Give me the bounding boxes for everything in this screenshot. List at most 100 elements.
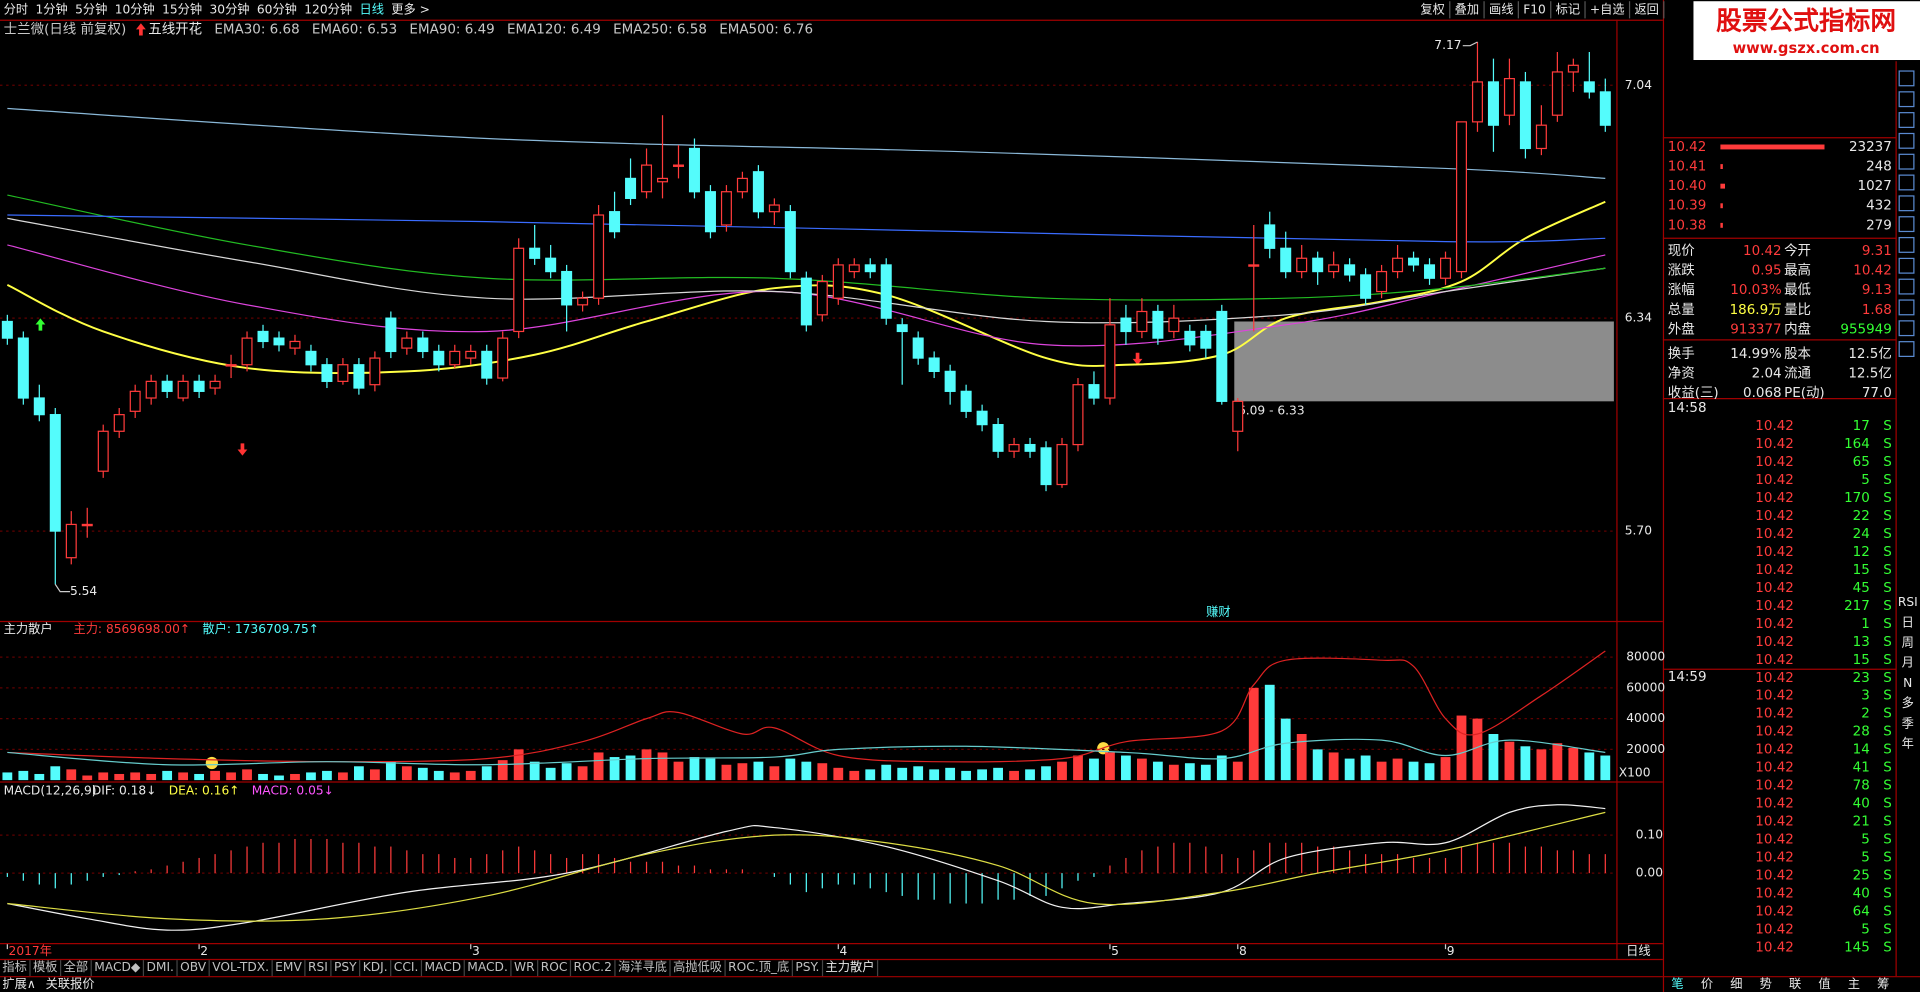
bottom-button[interactable]: 关联报价 <box>46 976 95 991</box>
sidebar-tab[interactable]: 笔 <box>1671 976 1683 991</box>
timeframe-tab[interactable]: 1分钟 <box>36 1 68 16</box>
timeframe-tab[interactable]: 30分钟 <box>210 1 250 16</box>
sidebar-tab[interactable]: 筹 <box>1877 977 1889 991</box>
tool-icon-label[interactable]: RSI <box>1898 595 1918 609</box>
indicator-tab[interactable]: 海洋寻底 <box>618 959 667 974</box>
indicator-tab[interactable]: OBV <box>180 960 207 974</box>
tick-price: 10.42 <box>1755 940 1794 956</box>
indicator-tab[interactable]: 指标 <box>2 959 26 974</box>
indicator-tab[interactable]: PSY. <box>795 960 819 974</box>
tool-icon-label[interactable]: 多 <box>1902 696 1914 710</box>
timeframe-tab[interactable]: 15分钟 <box>162 1 202 16</box>
quote-value: 12.5亿 <box>1848 346 1891 362</box>
tool-icon <box>1898 341 1915 357</box>
tick-volume: 45 <box>1853 580 1870 596</box>
tool-icon-label[interactable]: 日 <box>1902 615 1914 629</box>
tick-volume: 5 <box>1861 922 1870 938</box>
indicator-value: DEA: 0.16↑ <box>169 784 240 798</box>
timeframe-tab[interactable]: 分时 <box>4 2 28 16</box>
tick-volume: 21 <box>1853 814 1870 830</box>
candle-body <box>1248 264 1260 267</box>
toolbar-button[interactable]: 标记 <box>1556 2 1580 16</box>
indicator-tab[interactable]: 模板 <box>33 960 57 974</box>
flow-bar <box>1216 755 1227 781</box>
sidebar-tab[interactable]: 价 <box>1701 977 1713 991</box>
legend-item: EMA500: 6.76 <box>719 21 813 37</box>
indicator-tab[interactable]: 主力散户 <box>826 959 875 974</box>
timeframe-tab[interactable]: 10分钟 <box>115 1 155 16</box>
bottom-button[interactable]: 扩展∧ <box>2 977 35 991</box>
timeframe-tab[interactable]: 60分钟 <box>257 1 297 16</box>
candle-body <box>289 340 301 349</box>
candle-body <box>1455 121 1468 273</box>
flow-bar <box>929 769 940 781</box>
sidebar-tab[interactable]: 联 <box>1789 977 1801 991</box>
tick-side: S <box>1883 868 1892 884</box>
unit-label: X100 <box>1619 765 1651 779</box>
flow-bar <box>1504 741 1515 781</box>
tick-side: S <box>1883 562 1892 578</box>
tick-volume: 12 <box>1853 544 1870 560</box>
candle-body <box>97 430 109 472</box>
timeframe-tab[interactable]: 更多 > <box>391 2 430 16</box>
candle-body <box>17 337 29 399</box>
sidebar-tab[interactable]: 值 <box>1818 976 1830 991</box>
tick-price: 10.42 <box>1755 580 1794 596</box>
toolbar-button[interactable]: 画线 <box>1489 2 1513 16</box>
sidebar-tab[interactable]: 势 <box>1760 977 1772 991</box>
quote-label: 净资 <box>1668 366 1695 382</box>
indicator-tab[interactable]: WR <box>514 960 535 974</box>
flow-bar <box>817 763 828 781</box>
indicator-tab[interactable]: EMV <box>275 960 302 974</box>
candle-body <box>257 330 269 343</box>
indicator-tab[interactable]: MACD. <box>467 960 508 974</box>
bid-price: 10.39 <box>1668 198 1707 214</box>
timeframe-tab[interactable]: 日线 <box>359 2 383 16</box>
candle-body <box>768 204 780 213</box>
indicator-tab[interactable]: CCI. <box>394 960 419 974</box>
indicator-tab[interactable]: MACD <box>424 960 461 974</box>
tool-icon-label[interactable]: 季 <box>1902 716 1914 730</box>
toolbar-button[interactable]: +自选 <box>1590 2 1625 16</box>
tool-icon-label[interactable]: 周 <box>1902 635 1914 649</box>
indicator-tab[interactable]: KDJ. <box>363 960 388 974</box>
toolbar-button[interactable]: 复权 <box>1420 2 1444 16</box>
candle-body <box>1184 330 1196 346</box>
indicator-tab[interactable]: 高抛低吸 <box>673 959 722 974</box>
tool-icon-label[interactable]: N <box>1903 676 1912 690</box>
candle-body <box>1024 443 1036 452</box>
indicator-tab[interactable]: ROC.2 <box>574 960 612 974</box>
indicator-tab[interactable]: DMI. <box>146 960 173 974</box>
flow-bar <box>1600 755 1611 781</box>
sidebar-tab[interactable]: 细 <box>1730 977 1742 991</box>
tick-price: 10.42 <box>1755 922 1794 938</box>
tick-price: 10.42 <box>1755 544 1794 560</box>
flow-bar <box>1360 755 1371 781</box>
tool-icon-label[interactable]: 年 <box>1902 736 1914 750</box>
tool-icon-label[interactable]: 月 <box>1902 656 1914 670</box>
flow-bar <box>577 766 588 781</box>
timeframe-tab[interactable]: 120分钟 <box>304 1 352 16</box>
indicator-tab[interactable]: PSY <box>334 960 357 974</box>
candle-body <box>1583 81 1595 93</box>
quote-label: 总量 <box>1668 302 1695 318</box>
toolbar-button[interactable]: F10 <box>1523 2 1546 16</box>
tick-side: S <box>1883 796 1892 812</box>
toolbar-button[interactable]: 叠加 <box>1455 2 1479 16</box>
indicator-tab[interactable]: VOL-TDX. <box>212 960 269 974</box>
quote-label: PE(动) <box>1784 385 1825 401</box>
indicator-tab[interactable]: ROC <box>541 960 568 974</box>
sidebar-tab[interactable]: 主 <box>1848 977 1860 991</box>
time-label: 8 <box>1239 944 1247 958</box>
flow-bar <box>178 772 189 781</box>
tick-volume: 78 <box>1853 778 1870 794</box>
indicator-tab[interactable]: MACD◆ <box>94 960 141 974</box>
indicator-tab[interactable]: RSI <box>308 960 328 974</box>
indicator-tab[interactable]: 全部 <box>64 959 88 974</box>
indicator-tab[interactable]: ROC.顶_底 <box>728 959 789 974</box>
timeframe-tab[interactable]: 5分钟 <box>75 1 107 16</box>
candle-body <box>864 264 876 273</box>
quote-value: 1.68 <box>1862 302 1892 318</box>
tick-price: 10.42 <box>1755 742 1794 758</box>
toolbar-button[interactable]: 返回 <box>1634 2 1658 16</box>
